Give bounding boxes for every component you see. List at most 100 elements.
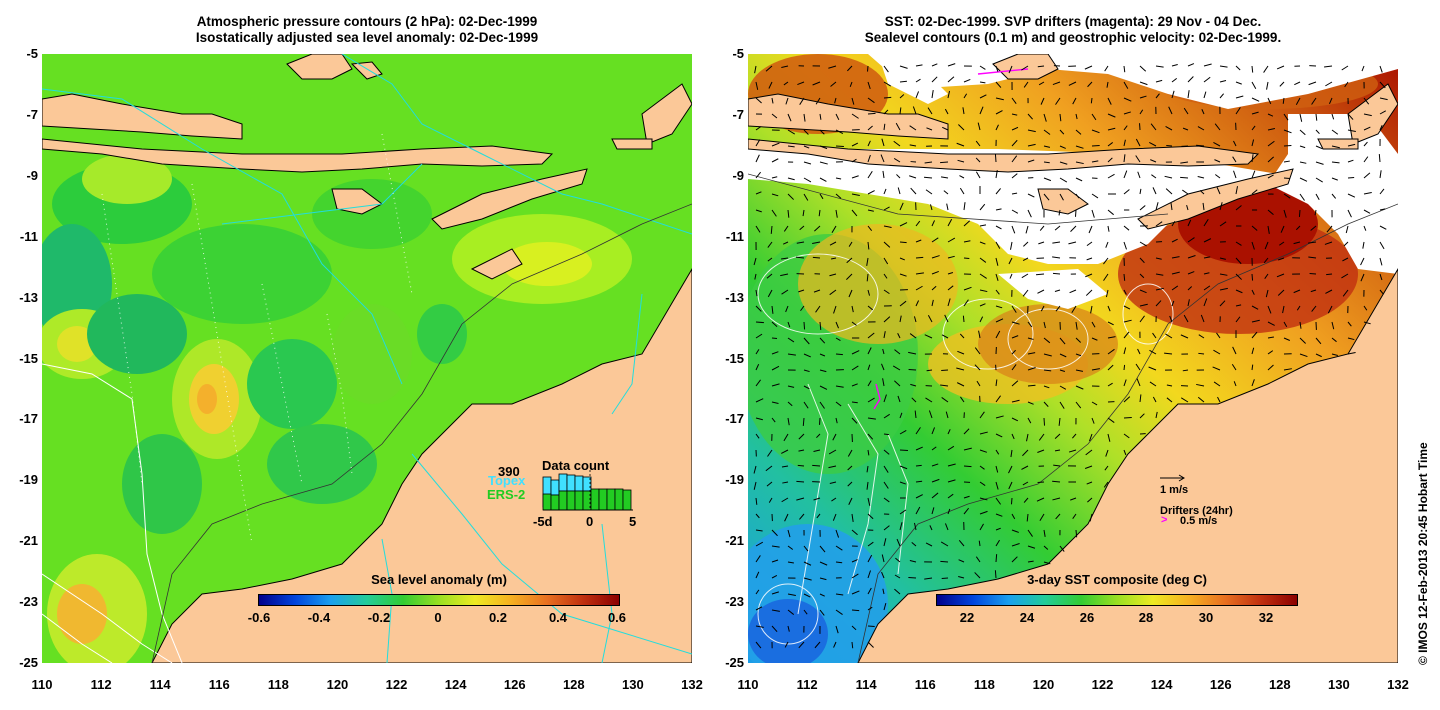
velocity-arrow [803, 129, 809, 135]
velocity-arrow [1011, 321, 1020, 325]
velocity-arrow [1187, 219, 1192, 227]
velocity-arrow [1123, 154, 1126, 163]
velocity-arrow [819, 177, 827, 182]
velocity-arrow [1298, 209, 1301, 217]
velocity-arrow [1267, 321, 1275, 326]
velocity-arrow [1022, 257, 1029, 261]
velocity-arrow [847, 481, 853, 487]
velocity-arrow [787, 177, 795, 181]
velocity-arrow [1327, 305, 1333, 314]
velocity-arrow [941, 397, 949, 403]
velocity-arrow [803, 321, 806, 330]
lon-tick-label: 116 [208, 677, 230, 692]
velocity-arrow [1267, 209, 1274, 216]
velocity-arrow [1103, 273, 1109, 281]
velocity-arrow [1182, 189, 1189, 195]
velocity-arrow [883, 481, 889, 489]
velocity-arrow [1091, 160, 1099, 163]
lat-tick-label: -23 [725, 594, 744, 610]
velocity-arrow [1293, 289, 1301, 294]
velocity-arrow [867, 449, 870, 456]
velocity-arrow [1043, 561, 1051, 565]
velocity-arrow [819, 561, 828, 566]
velocity-arrow [947, 218, 953, 227]
velocity-arrow [867, 332, 875, 339]
velocity-arrow [963, 240, 971, 243]
velocity-arrow [1196, 144, 1205, 147]
lon-tick-label: 122 [1091, 677, 1114, 692]
velocity-arrow [959, 333, 965, 339]
velocity-arrow [1059, 401, 1065, 409]
velocity-arrow [1299, 177, 1308, 182]
velocity-arrow [1058, 417, 1061, 426]
lon-tick-label: 118 [267, 677, 289, 692]
velocity-arrow [866, 273, 869, 282]
velocity-arrow [1107, 305, 1111, 312]
velocity-arrow [915, 220, 921, 227]
velocity-arrow [995, 481, 999, 490]
velocity-arrow [1267, 364, 1274, 371]
velocity-arrow [924, 334, 933, 339]
velocity-arrow [1283, 160, 1290, 163]
velocity-arrow [755, 191, 762, 195]
pressure-contours [42, 363, 183, 663]
velocity-arrow [1059, 193, 1064, 201]
velocity-arrow [768, 81, 773, 89]
velocity-arrow [867, 347, 872, 355]
velocity-arrow [1026, 513, 1029, 522]
drifter-tracks [873, 68, 1029, 410]
velocity-arrow [867, 554, 873, 563]
velocity-arrow [1251, 379, 1255, 387]
velocity-arrow [882, 170, 885, 179]
velocity-arrow [896, 538, 901, 547]
velocity-arrow [931, 63, 938, 67]
velocity-arrow [1085, 289, 1093, 296]
velocity-arrow [1027, 367, 1036, 371]
velocity-arrow [1054, 433, 1061, 439]
velocity-arrow [995, 257, 999, 266]
velocity-arrow [1315, 353, 1322, 358]
velocity-arrow [1054, 449, 1061, 452]
velocity-arrow [1027, 529, 1033, 537]
velocity-arrow [913, 316, 917, 323]
velocity-arrow [1251, 225, 1258, 231]
sla-tick: 0.2 [488, 610, 508, 625]
velocity-arrow [819, 129, 825, 135]
velocity-arrow [1267, 305, 1272, 314]
velocity-arrow [908, 351, 917, 355]
velocity-arrow [957, 159, 965, 163]
velocity-arrow [1054, 225, 1061, 231]
velocity-arrow [1059, 129, 1065, 135]
velocity-arrow [1276, 65, 1285, 70]
velocity-arrow [1091, 401, 1098, 406]
velocity-arrow [784, 641, 789, 648]
velocity-arrow [867, 125, 873, 131]
velocity-arrow [974, 347, 981, 355]
velocity-arrow [1103, 257, 1109, 265]
velocity-arrow [803, 369, 810, 373]
velocity-arrow [1331, 193, 1337, 199]
velocity-arrow [771, 591, 779, 595]
velocity-arrow [1235, 81, 1242, 85]
velocity-arrow [1011, 225, 1016, 234]
velocity-arrow [1283, 368, 1292, 371]
velocity-arrow [1155, 300, 1162, 307]
velocity-arrow [910, 187, 917, 195]
lon-tick-label: 126 [503, 677, 526, 692]
velocity-arrow [915, 272, 924, 275]
velocity-arrow [785, 305, 789, 313]
velocity-arrow [1105, 241, 1109, 248]
velocity-arrow [899, 430, 907, 435]
velocity-arrow [899, 241, 907, 244]
velocity-arrow [1164, 175, 1173, 179]
velocity-arrow [782, 481, 789, 484]
velocity-arrow [909, 125, 917, 131]
velocity-arrow [781, 289, 789, 295]
velocity-arrow [1187, 286, 1193, 291]
velocity-arrow [851, 417, 858, 424]
velocity-arrow [1087, 81, 1093, 88]
velocity-arrow [1308, 256, 1317, 259]
velocity-arrow [899, 80, 907, 83]
velocity-arrow [882, 378, 885, 387]
velocity-arrow [755, 433, 760, 439]
